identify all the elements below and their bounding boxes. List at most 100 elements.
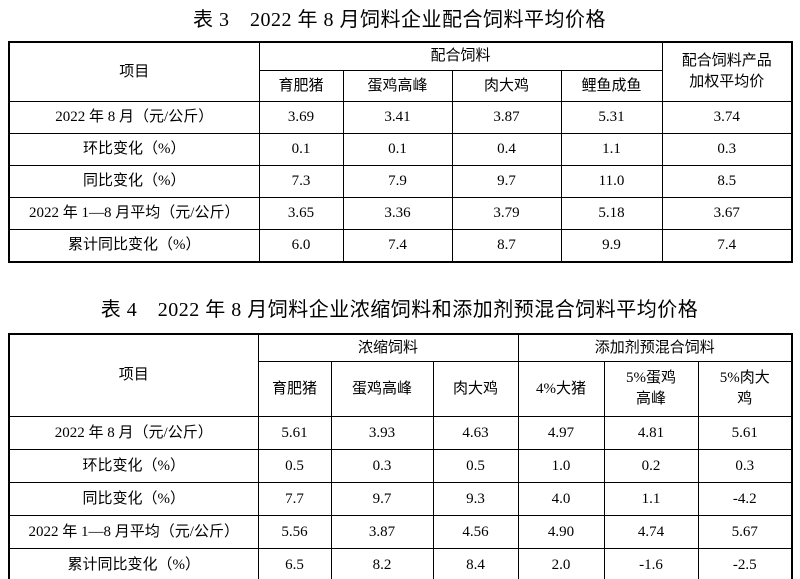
data-cell: 5.67 (697, 515, 793, 549)
col-label-line2: 鸡 (737, 391, 753, 407)
table-4-concentrate-premix-feed-prices: 项目 浓缩饲料 添加剂预混合饲料 育肥猪 蛋鸡高峰 肉大鸡 4%大猪 5%蛋鸡 (8, 332, 794, 579)
data-cell: 8.5 (661, 164, 793, 198)
table3-header-row-2: 育肥猪 蛋鸡高峰 肉大鸡 鲤鱼成鱼 (9, 69, 792, 102)
row-label: 2022 年 1—8 月平均（元/公斤） (8, 515, 259, 549)
table3-col-fattening-pig: 育肥猪 (258, 69, 344, 102)
table-3-compound-feed-prices: 项目 配合饲料 配合饲料产品 加权平均价 育肥猪 蛋鸡高峰 肉大鸡 鲤鱼成鱼 2… (8, 41, 794, 263)
row-label: 同比变化（%） (8, 482, 259, 516)
data-cell: 5.31 (560, 100, 663, 134)
data-cell: 0.3 (661, 132, 793, 166)
data-cell: 8.2 (330, 548, 434, 579)
table4-col-broiler: 肉大鸡 (432, 361, 519, 417)
data-cell: 3.36 (342, 196, 453, 230)
data-cell: 9.3 (432, 482, 519, 516)
table4-header-row-2: 育肥猪 蛋鸡高峰 肉大鸡 4%大猪 5%蛋鸡 高峰 5%肉大 鸡 (9, 361, 793, 417)
data-cell: 6.0 (258, 228, 344, 262)
data-cell: 0.5 (257, 449, 332, 483)
data-cell: 1.1 (603, 482, 699, 516)
table3-caption: 表 3 2022 年 8 月饲料企业配合饲料平均价格 (193, 9, 606, 31)
data-cell: 0.5 (432, 449, 519, 483)
table4-col-5pct-broiler: 5%肉大 鸡 (697, 361, 793, 417)
row-label: 环比变化（%） (8, 132, 260, 166)
data-cell: 4.81 (603, 416, 699, 450)
data-cell: 3.87 (330, 515, 434, 549)
row-label: 2022 年 1—8 月平均（元/公斤） (8, 196, 260, 230)
table3-row-jan-aug-avg: 2022 年 1—8 月平均（元/公斤） 3.65 3.36 3.79 5.18… (8, 196, 793, 230)
data-cell: 9.7 (330, 482, 434, 516)
row-label: 2022 年 8 月（元/公斤） (8, 416, 259, 450)
data-cell: 11.0 (560, 164, 663, 198)
data-cell: 7.4 (342, 228, 453, 262)
col-label-line1: 5%肉大 (719, 370, 770, 386)
col-label-line2: 高峰 (635, 391, 666, 407)
data-cell: 3.79 (451, 196, 562, 230)
table4-row-mom-change: 环比变化（%） 0.5 0.3 0.5 1.0 0.2 0.3 (8, 449, 793, 483)
data-cell: 5.61 (257, 416, 332, 450)
data-cell: 4.97 (517, 416, 605, 450)
data-cell: 2.0 (517, 548, 605, 579)
data-cell: 4.74 (603, 515, 699, 549)
table3-col-adult-carp: 鲤鱼成鱼 (560, 69, 663, 102)
table4-col-fattening-pig: 育肥猪 (257, 361, 332, 417)
data-cell: 3.67 (661, 196, 793, 230)
data-cell: 5.18 (560, 196, 663, 230)
data-cell: 8.7 (451, 228, 562, 262)
table4-header-group-premix: 添加剂预混合饲料 (517, 333, 793, 362)
data-cell: 3.93 (330, 416, 434, 450)
data-cell: 3.74 (661, 100, 793, 134)
table4-header-group-concentrate: 浓缩饲料 (257, 333, 519, 362)
table3-header-weighted-avg: 配合饲料产品 加权平均价 (661, 41, 793, 102)
data-cell: 5.56 (257, 515, 332, 549)
table4-header-item: 项目 (8, 333, 259, 417)
data-cell: 7.3 (258, 164, 344, 198)
document-page: 表 3 2022 年 8 月饲料企业配合饲料平均价格 项目 配合饲料 配合饲料产… (8, 7, 794, 579)
table3-header-weighted-line1: 配合饲料产品 (681, 52, 772, 69)
data-cell: 1.1 (560, 132, 663, 166)
row-label: 2022 年 8 月（元/公斤） (8, 100, 260, 134)
data-cell: 0.3 (330, 449, 434, 483)
data-cell: 7.4 (661, 228, 793, 262)
row-label: 同比变化（%） (8, 164, 260, 198)
table3-header-weighted-line2: 加权平均价 (689, 73, 765, 90)
data-cell: -1.6 (603, 548, 699, 579)
table3-row-cumulative-yoy: 累计同比变化（%） 6.0 7.4 8.7 9.9 7.4 (8, 228, 793, 262)
col-label: 蛋鸡高峰 (351, 381, 412, 397)
table4-col-5pct-laying-hen-peak: 5%蛋鸡 高峰 (603, 361, 699, 417)
row-label: 环比变化（%） (8, 449, 259, 483)
data-cell: 1.0 (517, 449, 605, 483)
col-label-line1: 5%蛋鸡 (626, 370, 676, 386)
data-cell: 4.90 (517, 515, 605, 549)
col-label: 肉大鸡 (452, 381, 498, 397)
data-cell: 7.7 (257, 482, 332, 516)
table3-header-row-1: 项目 配合饲料 配合饲料产品 加权平均价 (8, 41, 793, 102)
data-cell: 5.61 (697, 416, 793, 450)
table3-col-broiler: 肉大鸡 (451, 69, 562, 102)
data-cell: 3.69 (258, 100, 344, 134)
data-cell: 0.1 (258, 132, 344, 166)
data-cell: 7.9 (342, 164, 453, 198)
col-label: 育肥猪 (271, 381, 317, 397)
data-cell: 0.2 (603, 449, 699, 483)
data-cell: 3.41 (342, 100, 453, 134)
data-cell: 0.4 (451, 132, 562, 166)
row-label: 累计同比变化（%） (8, 228, 260, 262)
table4-row-jan-aug-avg: 2022 年 1—8 月平均（元/公斤） 5.56 3.87 4.56 4.90… (8, 515, 793, 549)
row-label: 累计同比变化（%） (8, 548, 259, 579)
data-cell: -4.2 (697, 482, 793, 516)
table4-col-laying-hen-peak: 蛋鸡高峰 (330, 361, 434, 417)
data-cell: 0.1 (342, 132, 453, 166)
table3-row-yoy-change: 同比变化（%） 7.3 7.9 9.7 11.0 8.5 (8, 164, 793, 198)
data-cell: 4.56 (432, 515, 519, 549)
table4-row-yoy-change: 同比变化（%） 7.7 9.7 9.3 4.0 1.1 -4.2 (8, 482, 793, 516)
table4-caption: 表 4 2022 年 8 月饲料企业浓缩饲料和添加剂预混合饲料平均价格 (100, 298, 699, 321)
data-cell: 9.7 (451, 164, 562, 198)
col-label: 4%大猪 (536, 381, 586, 397)
table3-header-item: 项目 (8, 41, 260, 102)
table4-col-4pct-big-pig: 4%大猪 (517, 361, 605, 417)
table4-row-cumulative-yoy: 累计同比变化（%） 6.5 8.2 8.4 2.0 -1.6 -2.5 (8, 548, 793, 579)
data-cell: 0.3 (697, 449, 793, 483)
data-cell: 6.5 (257, 548, 332, 579)
table4-header-row-1: 项目 浓缩饲料 添加剂预混合饲料 (8, 333, 793, 417)
table3-row-aug-2022: 2022 年 8 月（元/公斤） 3.69 3.41 3.87 5.31 3.7… (8, 100, 793, 134)
data-cell: 8.4 (432, 548, 519, 579)
